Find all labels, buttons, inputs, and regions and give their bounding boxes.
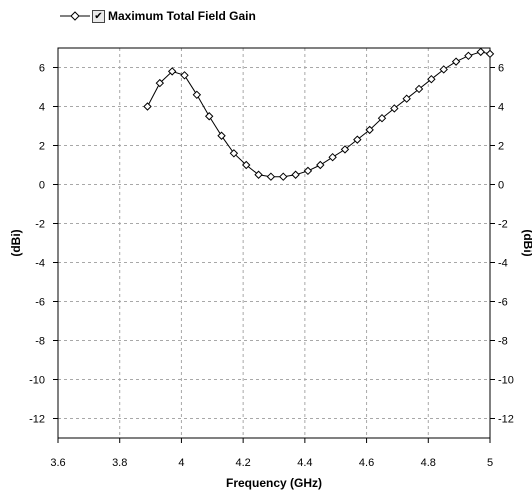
data-point-marker xyxy=(180,71,189,80)
x-tick-label: 4.4 xyxy=(297,457,312,469)
y-tick-label-right: 2 xyxy=(498,141,504,153)
y-tick-label-right: -8 xyxy=(498,336,508,348)
y-tick-label-right: 0 xyxy=(498,180,504,192)
y-tick-label-right: -6 xyxy=(498,297,508,309)
data-point-marker xyxy=(485,49,495,59)
data-point-marker xyxy=(167,67,177,76)
y-tick-label-left: -6 xyxy=(35,297,45,309)
data-point-marker xyxy=(254,170,263,179)
y-tick-label-left: 0 xyxy=(39,180,45,192)
y-tick-label-right: -4 xyxy=(498,258,508,270)
data-point-marker xyxy=(242,160,251,170)
y-tick-label-left: -2 xyxy=(35,219,45,231)
legend-line-sample xyxy=(60,11,90,21)
data-point-marker xyxy=(217,131,226,140)
plot-frame xyxy=(57,47,491,439)
y-tick-label-right: -2 xyxy=(498,219,508,231)
y-axis-label-right: (dBi) xyxy=(521,229,532,256)
data-point-marker xyxy=(303,166,313,176)
data-point-marker xyxy=(414,84,424,94)
data-point-marker xyxy=(365,125,374,135)
legend-checkbox[interactable]: ✔ xyxy=(92,9,105,23)
y-tick-label-right: 4 xyxy=(498,102,504,114)
data-point-marker xyxy=(316,160,325,170)
x-tick-label: 3.6 xyxy=(50,457,65,469)
data-point-marker xyxy=(328,152,337,162)
data-point-marker xyxy=(377,113,387,123)
data-point-marker xyxy=(427,74,436,84)
legend: ✔ Maximum Total Field Gain xyxy=(60,7,256,25)
data-point-marker xyxy=(476,47,485,57)
x-tick-label: 5 xyxy=(487,457,493,469)
data-point-marker xyxy=(402,94,411,103)
x-tick-label: 4 xyxy=(178,457,184,469)
series-line xyxy=(147,51,491,178)
y-tick-label-left: 2 xyxy=(39,141,45,153)
data-point-marker xyxy=(390,104,399,113)
y-tick-label-left: 6 xyxy=(39,63,45,75)
x-tick-label: 3.8 xyxy=(112,457,127,469)
data-point-marker xyxy=(229,149,239,158)
data-point-marker xyxy=(266,172,276,181)
data-point-marker xyxy=(192,90,202,100)
x-axis-label: Frequency (GHz) xyxy=(226,476,322,490)
y-axis-label-left: (dBi) xyxy=(9,229,23,256)
data-point-marker xyxy=(340,145,350,154)
data-point-marker xyxy=(155,78,165,88)
y-tick-label-right: 6 xyxy=(498,63,504,75)
data-point-marker xyxy=(353,135,362,144)
y-tick-label-left: -8 xyxy=(35,336,45,348)
y-tick-label-left: -4 xyxy=(35,258,45,270)
legend-label: Maximum Total Field Gain xyxy=(108,9,256,23)
data-point-marker xyxy=(204,112,214,121)
x-tick-label: 4.6 xyxy=(359,457,374,469)
x-tick-label: 4.8 xyxy=(421,457,436,469)
data-point-marker xyxy=(279,172,288,181)
y-tick-label-left: 4 xyxy=(39,102,45,114)
x-tick-label: 4.2 xyxy=(235,457,250,469)
data-point-marker xyxy=(439,65,448,74)
y-tick-label-left: -12 xyxy=(29,414,45,426)
y-tick-label-right: -12 xyxy=(498,414,514,426)
y-tick-label-left: -10 xyxy=(29,375,45,387)
data-point-marker xyxy=(291,170,300,179)
data-point-marker xyxy=(464,51,473,61)
data-point-marker xyxy=(451,57,461,66)
data-point-marker xyxy=(143,102,152,111)
y-tick-label-right: -10 xyxy=(498,375,514,387)
